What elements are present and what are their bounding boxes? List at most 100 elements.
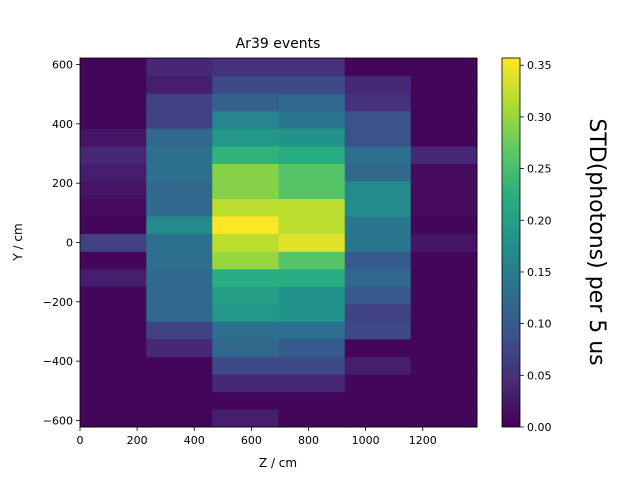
y-tick-label: −400: [43, 355, 73, 368]
heatmap-cell: [212, 93, 279, 112]
heatmap-cell: [212, 163, 279, 182]
heatmap-cell: [410, 409, 478, 428]
heatmap-cell: [80, 93, 147, 112]
heatmap-cell: [146, 303, 213, 322]
heatmap-cell: [80, 163, 147, 182]
heatmap-cell: [410, 374, 478, 393]
heatmap-cell: [344, 75, 412, 94]
heatmap-cell: [212, 181, 279, 199]
heatmap-cell: [212, 286, 279, 305]
heatmap-cell: [278, 75, 346, 94]
heatmap-cell: [410, 338, 478, 358]
heatmap-cell: [410, 356, 478, 375]
y-tick-label: 400: [52, 118, 73, 131]
x-axis-ticks: 0 200 400 600 800 1000 1200: [77, 427, 437, 447]
heatmap-cell: [212, 374, 279, 393]
heatmap-cell: [80, 216, 147, 234]
heatmap-cell: [344, 251, 412, 270]
heatmap-cell: [146, 286, 213, 305]
colorbar-tick-label: 0.10: [527, 318, 552, 331]
heatmap-cell: [344, 181, 412, 199]
heatmap-cell: [212, 216, 279, 234]
heatmap-cell: [344, 110, 412, 129]
heatmap-cell: [410, 58, 478, 77]
heatmap-cell: [212, 321, 279, 340]
x-axis-label: Z / cm: [259, 456, 297, 470]
y-axis-label: Y / cm: [11, 223, 25, 261]
heatmap-cell: [410, 181, 478, 199]
heatmap-cell: [146, 251, 213, 270]
heatmap-cell: [278, 216, 346, 234]
heatmap-cell: [410, 110, 478, 129]
heatmap-cell: [344, 93, 412, 112]
heatmap-cell: [278, 303, 346, 322]
colorbar-tick-label: 0.30: [527, 111, 552, 124]
heatmap-cell: [212, 75, 279, 94]
heatmap-cell: [278, 356, 346, 375]
colorbar-ticks: 0.00 0.05 0.10 0.15 0.20 0.25 0.30 0.35: [520, 59, 552, 434]
heatmap-cell: [278, 93, 346, 112]
colorbar-tick-label: 0.35: [527, 59, 552, 72]
y-tick-label: −600: [43, 414, 73, 427]
heatmap-cell: [146, 75, 213, 94]
y-axis-ticks: −600 −400 −200 0 200 400 600: [43, 59, 80, 427]
heatmap-cell: [80, 409, 147, 428]
y-tick-label: 200: [52, 177, 73, 190]
heatmap-cell: [80, 110, 147, 129]
heatmap-cell: [344, 409, 412, 428]
heatmap-cell: [146, 146, 213, 164]
heatmap-cell: [278, 251, 346, 270]
y-tick-label: −200: [43, 296, 73, 309]
heatmap-cell: [80, 128, 147, 147]
heatmap-cell: [146, 181, 213, 199]
heatmap-cell: [344, 303, 412, 322]
heatmap-cell: [410, 146, 478, 164]
heatmap-cell: [212, 58, 279, 77]
heatmap-cell: [410, 251, 478, 270]
heatmap-cell: [146, 110, 213, 129]
x-tick-label: 1000: [352, 434, 380, 447]
heatmap-cell: [80, 58, 147, 77]
heatmap-cell: [344, 268, 412, 287]
heatmap-cell: [80, 251, 147, 270]
heatmap-cell: [278, 58, 346, 77]
heatmap-cell: [344, 128, 412, 147]
heatmap-cell: [80, 338, 147, 358]
heatmap-cell: [212, 233, 279, 252]
heatmap-cell: [278, 391, 346, 410]
heatmap-cell: [212, 356, 279, 375]
heatmap-cell: [146, 356, 213, 375]
heatmap-cell: [410, 93, 478, 112]
heatmap-cell: [80, 233, 147, 252]
heatmap-cell: [410, 75, 478, 94]
colorbar: [501, 57, 521, 428]
x-tick-label: 600: [241, 434, 262, 447]
heatmap-cell: [410, 303, 478, 322]
colorbar-tick-label: 0.00: [527, 421, 552, 434]
heatmap-cell: [344, 198, 412, 217]
heatmap-cell: [344, 286, 412, 305]
heatmap-cell: [146, 391, 213, 410]
heatmap-cell: [146, 409, 213, 428]
heatmap-cells: [80, 58, 478, 428]
heatmap-cell: [410, 321, 478, 340]
heatmap-cell: [344, 391, 412, 410]
heatmap-cell: [146, 268, 213, 287]
heatmap-cell: [278, 286, 346, 305]
heatmap-cell: [344, 163, 412, 182]
heatmap-cell: [278, 163, 346, 182]
heatmap-cell: [278, 409, 346, 428]
heatmap-cell: [212, 128, 279, 147]
heatmap-cell: [212, 251, 279, 270]
heatmap-cell: [278, 128, 346, 147]
heatmap-cell: [146, 93, 213, 112]
heatmap-cell: [278, 338, 346, 358]
heatmap-cell: [410, 216, 478, 234]
heatmap-cell: [80, 321, 147, 340]
heatmap-cell: [212, 110, 279, 129]
colorbar-tick-label: 0.05: [527, 369, 552, 382]
y-tick-label: 600: [52, 59, 73, 72]
heatmap-cell: [212, 198, 279, 217]
heatmap-cell: [80, 146, 147, 164]
x-tick-label: 200: [127, 434, 148, 447]
